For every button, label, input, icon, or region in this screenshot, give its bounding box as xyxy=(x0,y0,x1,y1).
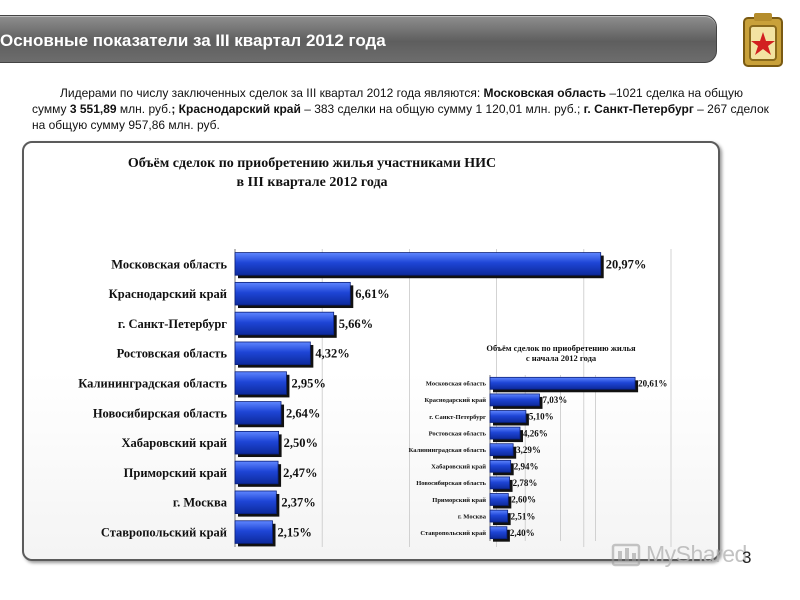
bar xyxy=(234,252,602,276)
category-label: Московская область xyxy=(426,381,487,388)
chart-canvas: Объём сделок по приобретению жилья участ… xyxy=(78,156,672,547)
data-label: 2,15% xyxy=(277,525,311,539)
data-label: 2,50% xyxy=(284,436,318,450)
intro-text: – 267 сделок на общую сумму 957,86 млн. … xyxy=(32,102,769,132)
bar xyxy=(489,410,527,423)
data-label: 2,40% xyxy=(510,528,535,538)
page-number: 3 xyxy=(742,548,752,567)
category-label: Ростовская область xyxy=(429,430,487,437)
bar xyxy=(234,490,277,515)
category-label: Ростовская область xyxy=(117,347,228,361)
bar xyxy=(489,443,514,457)
category-label: Новосибирская область xyxy=(93,406,228,420)
intro-region-3: г. Санкт-Петербург xyxy=(583,102,694,116)
category-label: г. Санкт-Петербург xyxy=(118,317,227,331)
data-label: 2,95% xyxy=(291,376,325,390)
category-label: Ставропольский край xyxy=(420,530,486,537)
bar xyxy=(489,509,509,523)
data-label: 2,51% xyxy=(511,511,536,521)
bar xyxy=(234,341,311,366)
bar xyxy=(234,401,282,425)
bar xyxy=(489,459,512,473)
bar xyxy=(234,371,287,395)
bar xyxy=(234,311,335,336)
category-label: Московская область xyxy=(111,257,227,271)
data-label: 4,26% xyxy=(523,428,548,438)
data-label: 7,03% xyxy=(542,395,567,405)
category-label: Калининградская область xyxy=(78,376,227,390)
data-label: 5,66% xyxy=(339,317,373,331)
data-label: 2,64% xyxy=(286,406,320,420)
bar xyxy=(489,493,509,506)
emblem-logo xyxy=(743,13,783,67)
watermark-icon xyxy=(611,543,641,567)
bar xyxy=(234,281,351,306)
category-label: Краснодарский край xyxy=(424,397,486,404)
bar xyxy=(234,430,279,455)
bar xyxy=(234,460,279,485)
intro-paragraph: Лидерами по числу заключенных сделок за … xyxy=(32,85,772,133)
data-label: 3,29% xyxy=(516,445,541,455)
chart-title: с начала 2012 года xyxy=(526,353,597,363)
bar xyxy=(489,526,508,540)
data-label: 4,32% xyxy=(315,347,349,361)
intro-text: Лидерами по числу заключенных сделок за … xyxy=(60,86,484,100)
intro-region-1: Московская область xyxy=(483,86,606,100)
intro-amount-1: 3 551,89 xyxy=(69,102,117,116)
data-label: 2,78% xyxy=(513,478,538,488)
category-label: Краснодарский край xyxy=(109,287,227,301)
data-label: 2,94% xyxy=(514,461,539,471)
category-label: г. Москва xyxy=(458,513,487,520)
category-label: г. Москва xyxy=(173,496,228,510)
watermark-logo xyxy=(610,537,760,571)
chart-title: Объём сделок по приобретению жилья xyxy=(486,343,636,353)
category-label: Хабаровский край xyxy=(431,464,486,471)
title-bar xyxy=(0,15,717,63)
bar xyxy=(489,426,521,440)
data-label: 20,97% xyxy=(606,257,647,271)
category-label: Калининградская область xyxy=(409,447,487,454)
bar xyxy=(489,376,636,390)
page-title: Основные показатели за III квартал 2012 … xyxy=(0,31,386,50)
data-label: 6,61% xyxy=(355,287,389,301)
chart-panel: Объём сделок по приобретению жилья участ… xyxy=(22,141,720,561)
chart-title: в III квартале 2012 года xyxy=(236,175,387,190)
category-label: г. Санкт-Петербург xyxy=(429,414,486,421)
data-label: 2,47% xyxy=(283,466,317,480)
intro-text: млн. руб. xyxy=(116,102,172,116)
bar xyxy=(489,393,540,407)
intro-text: –1021 сделка на общую сумму xyxy=(32,86,744,116)
data-label: 2,60% xyxy=(511,495,536,505)
category-label: Хабаровский край xyxy=(122,436,227,450)
data-label: 5,10% xyxy=(529,412,554,422)
chart-title: Объём сделок по приобретению жилья участ… xyxy=(128,156,496,171)
data-label: 2,37% xyxy=(281,496,315,510)
category-label: Приморский край xyxy=(432,497,486,504)
bar xyxy=(234,520,273,544)
category-label: Приморский край xyxy=(124,466,227,480)
intro-text: – 383 сделки на общую сумму 1 120,01 млн… xyxy=(300,102,584,116)
category-label: Новосибирская область xyxy=(416,480,486,487)
data-label: 20,61% xyxy=(638,378,667,388)
category-label: Ставропольский край xyxy=(101,525,227,539)
watermark-text: MyShared xyxy=(646,541,747,567)
bar xyxy=(489,476,510,490)
intro-region-2: ; Краснодарский край xyxy=(171,102,301,116)
